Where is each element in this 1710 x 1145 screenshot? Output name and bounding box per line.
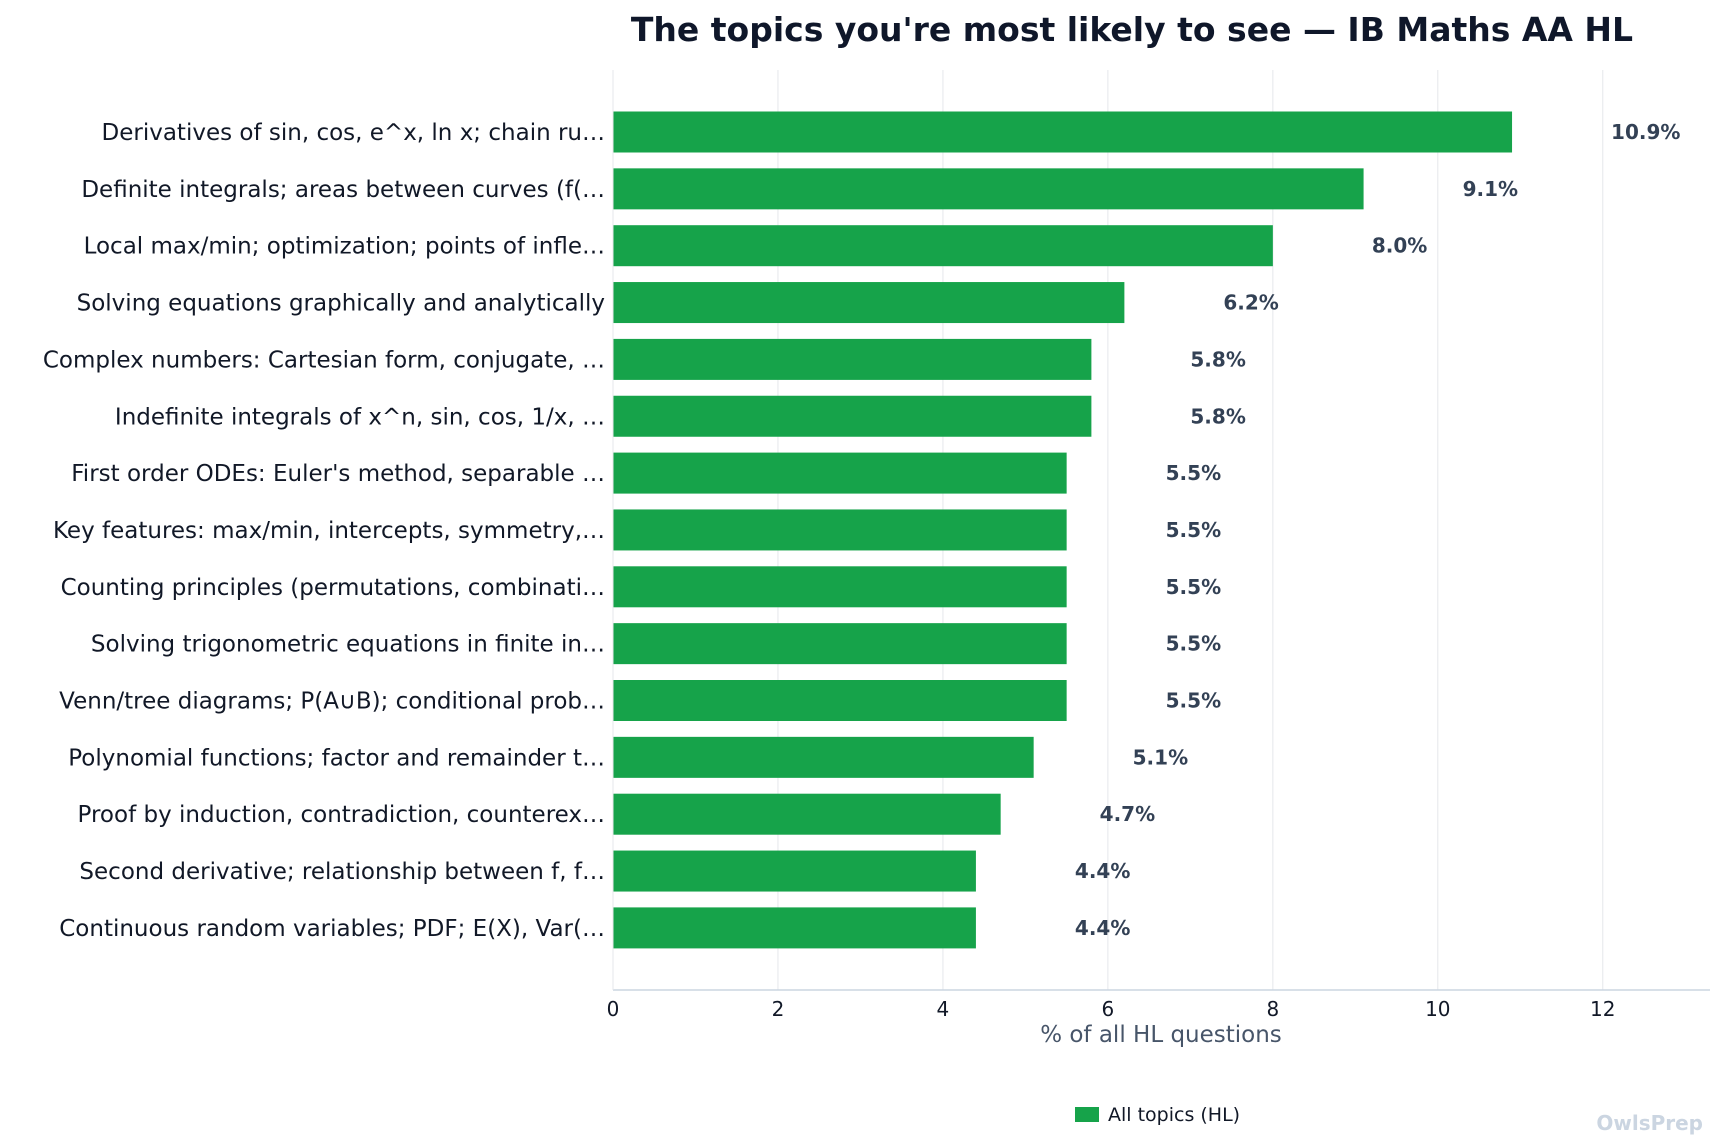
bar: [613, 623, 1067, 665]
value-label: 10.9%: [1611, 120, 1680, 144]
value-label: 5.1%: [1133, 745, 1188, 769]
x-tick-label: 6: [1102, 997, 1115, 1021]
x-tick-label: 10: [1425, 997, 1450, 1021]
legend-swatch: [1075, 1107, 1099, 1122]
category-label: Local max/min; optimization; points of i…: [84, 234, 605, 260]
bar: [613, 850, 976, 892]
legend: All topics (HL): [1075, 1104, 1240, 1126]
bar: [613, 907, 976, 949]
value-label: 9.1%: [1463, 177, 1518, 201]
x-tick-label: 12: [1590, 997, 1615, 1021]
watermark: OwlsPrep: [1596, 1111, 1703, 1135]
category-label: Definite integrals; areas between curves…: [81, 177, 605, 203]
value-label: 5.8%: [1190, 347, 1245, 371]
bar: [613, 566, 1067, 608]
legend-label: All topics (HL): [1108, 1104, 1240, 1126]
x-tick-label: 8: [1266, 997, 1279, 1021]
value-label: 4.4%: [1075, 916, 1130, 940]
value-label: 5.5%: [1166, 575, 1221, 599]
x-tick-label: 4: [937, 997, 950, 1021]
value-label: 5.5%: [1166, 518, 1221, 542]
category-label: Solving trigonometric equations in finit…: [91, 632, 605, 658]
bar: [613, 395, 1092, 437]
category-label: Counting principles (permutations, combi…: [61, 575, 605, 601]
value-label: 5.8%: [1190, 404, 1245, 428]
x-tick-label: 2: [772, 997, 785, 1021]
category-label: Second derivative; relationship between …: [79, 859, 605, 885]
value-label: 5.5%: [1166, 461, 1221, 485]
bar: [613, 793, 1001, 835]
category-label: First order ODEs: Euler's method, separa…: [71, 461, 605, 487]
bar: [613, 282, 1125, 324]
x-axis: 0 2 4 6 8 10 12: [607, 70, 1710, 1021]
category-label: Proof by induction, contradiction, count…: [78, 802, 605, 828]
bar: [613, 168, 1364, 210]
value-label: 4.7%: [1100, 802, 1155, 826]
value-label: 5.5%: [1166, 632, 1221, 656]
bar: [613, 509, 1067, 551]
category-label: Derivatives of sin, cos, e^x, ln x; chai…: [102, 120, 605, 146]
value-label: 8.0%: [1372, 234, 1427, 258]
bar: [613, 452, 1067, 494]
category-label: Key features: max/min, intercepts, symme…: [53, 518, 605, 544]
category-label: Complex numbers: Cartesian form, conjuga…: [43, 347, 605, 373]
x-axis-title: % of all HL questions: [1040, 1022, 1282, 1048]
category-label: Venn/tree diagrams; P(A∪B); conditional …: [59, 689, 605, 715]
category-label: Solving equations graphically and analyt…: [77, 291, 605, 317]
category-label: Polynomial functions; factor and remaind…: [68, 745, 605, 771]
category-label: Indefinite integrals of x^n, sin, cos, 1…: [115, 404, 605, 430]
value-label: 5.5%: [1166, 689, 1221, 713]
value-labels: 10.9% 9.1% 8.0% 6.2% 5.8% 5.8% 5.5% 5.5% 5.5% 5.5…: [1075, 120, 1681, 940]
bar: [613, 338, 1092, 380]
chart-title: The topics you're most likely to see — I…: [631, 10, 1633, 49]
bar: [613, 736, 1034, 778]
bars: [613, 111, 1513, 949]
category-labels: Derivatives of sin, cos, e^x, ln x; chai…: [43, 120, 605, 942]
bar: [613, 111, 1513, 153]
x-tick-label: 0: [607, 997, 620, 1021]
value-label: 4.4%: [1075, 859, 1130, 883]
value-label: 6.2%: [1223, 291, 1278, 315]
bar: [613, 680, 1067, 721]
category-label: Continuous random variables; PDF; E(X), …: [59, 916, 605, 942]
bar: [613, 225, 1273, 267]
